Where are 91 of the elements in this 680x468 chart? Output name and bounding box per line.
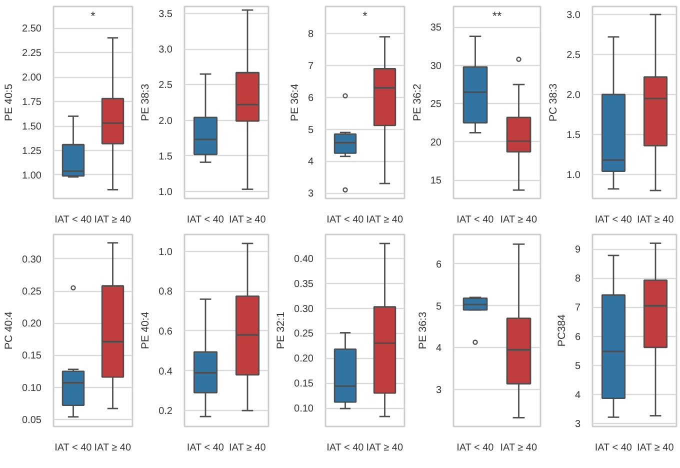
y-tick-label: 0.4 [158, 366, 173, 378]
y-tick-label: 3.0 [566, 10, 581, 21]
y-tick-label: 0.25 [22, 286, 42, 298]
y-axis-title: PE 36:2 [411, 84, 424, 122]
y-tick-label: 1.50 [22, 122, 42, 133]
x-tick-label: IAT ≥ 40 [366, 442, 404, 454]
y-tick-label: 1.0 [158, 246, 173, 258]
y-tick-label: 2.0 [566, 90, 581, 101]
y-tick-label: 2.5 [158, 80, 173, 92]
y-tick-label: 0.15 [294, 378, 314, 390]
annotation: * [362, 9, 368, 24]
y-axis-title: PC 40:4 [3, 311, 16, 350]
y-tick-label: 3.0 [158, 44, 173, 56]
y-tick-label: 0.30 [294, 304, 314, 315]
y-tick-label: 5 [574, 360, 581, 372]
y-axis-title: PE 36:3 [416, 312, 429, 350]
y-tick-label: 0.2 [158, 406, 173, 418]
y-tick-label: 0.20 [22, 318, 42, 330]
y-tick-label: 9 [574, 244, 581, 256]
x-tick-label: IAT < 40 [186, 214, 224, 226]
x-tick-label: IAT ≥ 40 [500, 442, 538, 454]
x-tick-label: IAT < 40 [456, 442, 494, 454]
y-tick-label: 0.35 [294, 278, 314, 290]
y-axis-title: PE 40:4 [140, 312, 152, 350]
y-tick-label: 8 [574, 274, 581, 285]
y-axis-title: PE 38:3 [140, 84, 152, 122]
y-tick-label: 0.8 [158, 286, 173, 298]
y-tick-label: 3.5 [158, 9, 173, 20]
y-tick-label: 30 [430, 60, 442, 72]
y-tick-label: 15 [430, 176, 442, 187]
y-tick-label: 6 [436, 259, 442, 270]
y-tick-label: 1.5 [566, 130, 581, 141]
y-tick-label: 4 [574, 390, 581, 401]
y-tick-label: 8 [308, 29, 314, 40]
y-tick-label: 2.0 [158, 116, 173, 127]
x-tick-label: IAT < 40 [54, 442, 92, 454]
x-tick-label: IAT < 40 [594, 214, 632, 226]
y-tick-label: 6 [308, 92, 314, 104]
y-tick-label: 2.25 [22, 48, 42, 60]
y-axis-title: PE 32:1 [275, 312, 288, 350]
x-tick-label: IAT ≥ 40 [229, 442, 266, 454]
y-tick-label: 1.25 [22, 146, 42, 157]
x-tick-label: IAT ≥ 40 [366, 214, 404, 226]
x-tick-label: IAT ≥ 40 [637, 442, 674, 454]
y-tick-label: 1.00 [22, 170, 42, 182]
annotation: ** [492, 9, 502, 24]
y-tick-label: 1.0 [566, 170, 581, 181]
x-tick-label: IAT < 40 [594, 442, 632, 454]
y-tick-label: 0.20 [294, 354, 314, 365]
y-tick-label: 1.0 [158, 186, 173, 198]
x-tick-label: IAT ≥ 40 [94, 214, 132, 226]
y-tick-label: 6 [574, 332, 581, 343]
y-tick-label: 2.5 [566, 50, 581, 61]
y-tick-label: 5 [436, 301, 442, 312]
y-axis-title: PE 36:4 [288, 84, 301, 122]
y-tick-label: 20 [430, 137, 442, 148]
y-tick-label: 0.30 [22, 254, 42, 266]
y-tick-label: 0.6 [158, 326, 173, 338]
y-tick-label: 0.40 [294, 254, 314, 265]
x-tick-label: IAT ≥ 40 [500, 214, 538, 226]
y-tick-label: 0.10 [294, 404, 314, 415]
y-tick-label: 4 [308, 156, 314, 168]
y-tick-label: 4 [436, 343, 442, 354]
y-tick-label: 3 [574, 419, 581, 430]
y-tick-label: 0.15 [22, 350, 42, 362]
x-tick-label: IAT ≥ 40 [229, 214, 266, 226]
x-tick-label: IAT < 40 [326, 442, 364, 454]
y-axis-title: PC 38:3 [548, 83, 560, 122]
y-axis-title: PE 40:5 [3, 84, 16, 122]
x-tick-label: IAT < 40 [456, 214, 494, 226]
x-tick-label: IAT < 40 [326, 214, 364, 226]
x-tick-label: IAT < 40 [186, 442, 224, 454]
y-tick-label: 7 [574, 302, 581, 314]
y-tick-label: 5 [308, 124, 314, 136]
y-tick-label: 3 [436, 385, 442, 396]
y-axis-title: PC384 [556, 314, 568, 347]
y-tick-label: 3 [308, 188, 314, 200]
y-tick-label: 0.25 [294, 328, 314, 340]
y-tick-label: 1.5 [158, 151, 173, 162]
y-tick-label: 7 [308, 61, 314, 72]
y-tick-label: 1.75 [22, 97, 42, 108]
x-tick-label: IAT ≥ 40 [637, 214, 674, 226]
y-tick-label: 35 [430, 22, 442, 34]
x-tick-label: IAT < 40 [54, 214, 92, 226]
y-tick-label: 2.00 [22, 72, 42, 84]
y-tick-label: 25 [430, 99, 442, 110]
y-tick-label: 2.50 [22, 24, 42, 35]
x-tick-label: IAT ≥ 40 [94, 442, 132, 454]
y-tick-label: 0.10 [22, 382, 42, 394]
annotation: * [90, 9, 96, 24]
y-tick-label: 0.05 [22, 414, 42, 426]
